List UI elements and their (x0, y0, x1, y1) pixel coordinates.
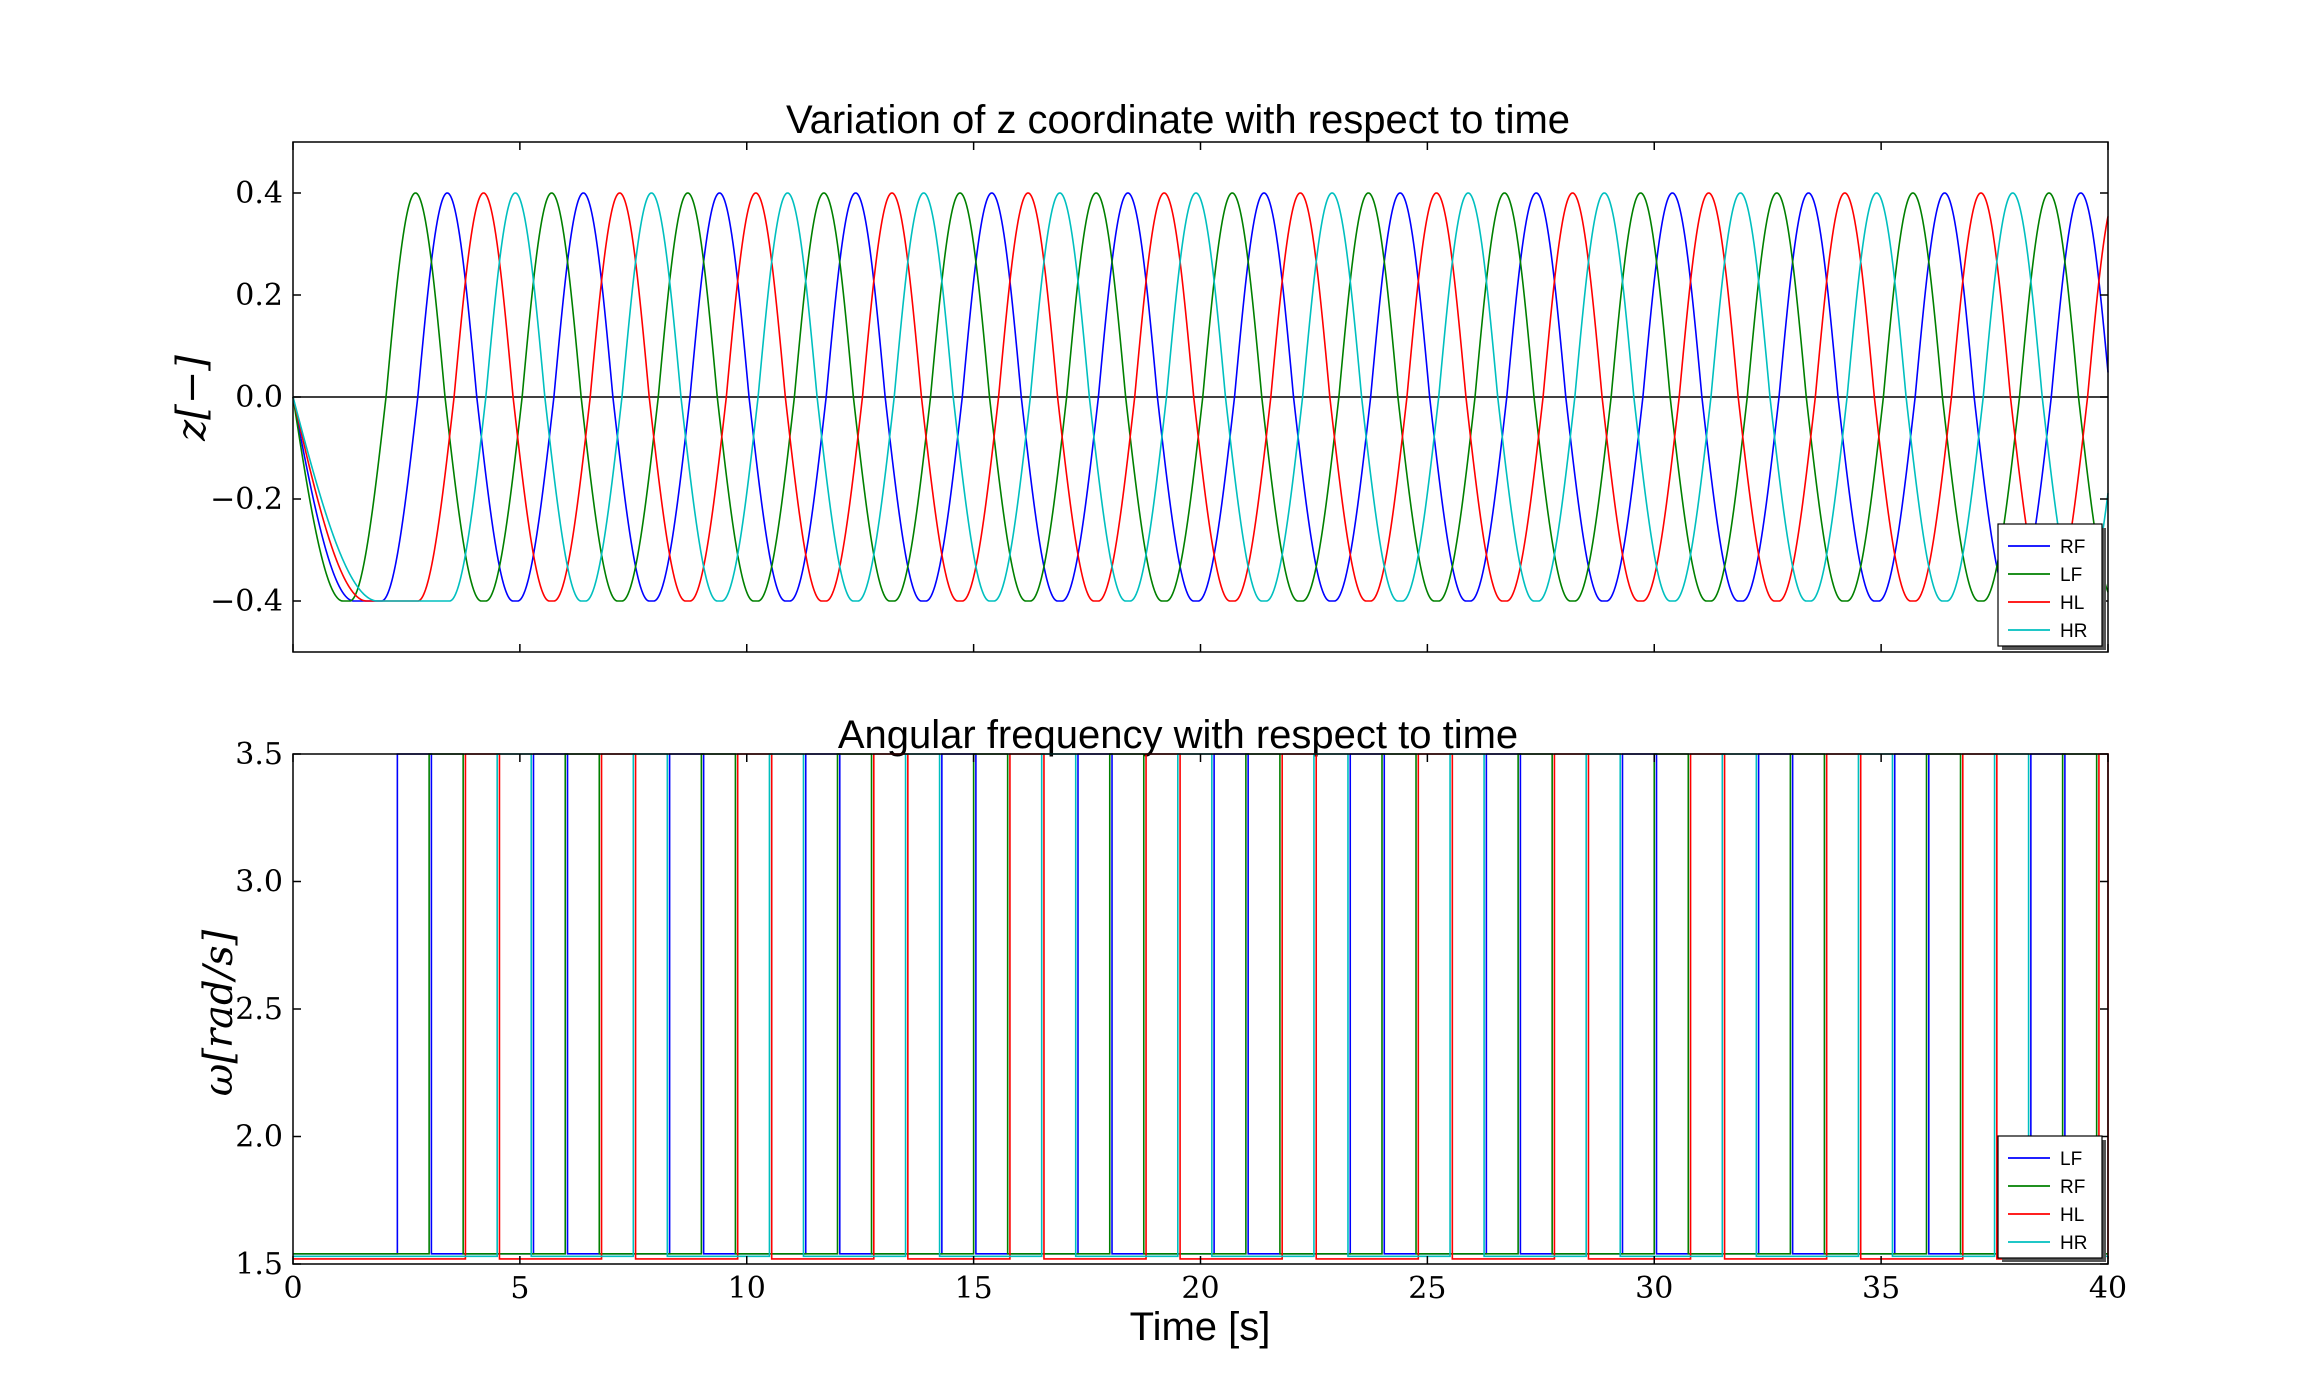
chart-top-ytick-label: −0.4 (210, 584, 283, 619)
chart-bottom-frame (292, 753, 2109, 1265)
chart-bottom-xtick-label: 0 (283, 1271, 302, 1306)
chart-bottom-xlabel: Time [s] (1130, 1305, 1271, 1349)
chart-top-series-rf (292, 192, 2109, 602)
chart-top-ticks: −0.4 −0.2 0.0 0.2 0.4 (210, 142, 2109, 652)
chart-bottom-ytick-label: 2.5 (235, 992, 283, 1027)
chart-bottom-lines (293, 753, 2109, 1260)
chart-bottom-ylabel: ω[rad/s] (196, 929, 242, 1096)
chart-top-ytick-label: 0.2 (235, 278, 283, 313)
chart-top-series-lf (292, 192, 2109, 602)
chart-top-legend-label-hl: HL (2060, 593, 2084, 614)
chart-top: Variation of z coordinate with respect t… (169, 98, 2109, 653)
chart-top-legend-label-hr: HR (2060, 621, 2087, 642)
chart-bottom-xtick-label: 25 (1408, 1271, 1446, 1306)
chart-bottom-legend-label-lf: LF (2060, 1149, 2082, 1170)
chart-top-ylabel: z[−] (169, 355, 215, 442)
chart-bottom-series-rf (293, 753, 2108, 1255)
chart-bottom-legend-label-rf: RF (2060, 1177, 2085, 1198)
chart-top-legend-box (1997, 523, 2103, 647)
chart-bottom-title: Angular frequency with respect to time (838, 713, 1518, 757)
chart-bottom-xtick-label: 10 (728, 1271, 766, 1306)
chart-bottom-xtick-label: 15 (955, 1271, 993, 1306)
chart-top-ytick-label: −0.2 (210, 482, 283, 517)
chart-bottom-xtick-label: 35 (1862, 1271, 1900, 1306)
chart-top-legend-label-rf: RF (2060, 537, 2085, 558)
chart-bottom-legend-label-hl: HL (2060, 1205, 2084, 1226)
chart-bottom: Angular frequency with respect to time ω… (196, 713, 2127, 1349)
chart-top-lines (292, 192, 2109, 602)
chart-bottom-ticks: 1.5 2.0 2.5 3.0 3.5 0 5 10 15 20 25 30 35 40 (235, 737, 2127, 1306)
chart-bottom-ytick-label: 1.5 (235, 1247, 283, 1282)
chart-bottom-xtick-label: 5 (510, 1271, 529, 1306)
chart-bottom-ytick-label: 3.5 (235, 737, 283, 772)
chart-bottom-xtick-label: 20 (1181, 1271, 1219, 1306)
chart-bottom-legend-box (1997, 1135, 2103, 1259)
chart-bottom-legend: LF RF HL HR (1997, 1135, 2106, 1262)
chart-top-series-hr (292, 192, 2109, 602)
chart-bottom-ytick-label: 3.0 (235, 865, 283, 900)
chart-top-series-hl (292, 192, 2109, 602)
chart-top-ytick-label: 0.4 (235, 176, 283, 211)
chart-bottom-xtick-label: 30 (1635, 1271, 1673, 1306)
chart-top-frame (292, 141, 2109, 653)
chart-bottom-ytick-label: 2.0 (235, 1120, 283, 1155)
chart-top-title: Variation of z coordinate with respect t… (786, 98, 1570, 142)
chart-bottom-xtick-label: 40 (2089, 1271, 2127, 1306)
chart-top-ytick-label: 0.0 (235, 380, 283, 415)
chart-top-legend-label-lf: LF (2060, 565, 2082, 586)
chart-top-legend: RF LF HL HR (1997, 523, 2106, 650)
chart-bottom-legend-label-hr: HR (2060, 1233, 2087, 1254)
chart-bottom-series-hr (293, 753, 2108, 1258)
